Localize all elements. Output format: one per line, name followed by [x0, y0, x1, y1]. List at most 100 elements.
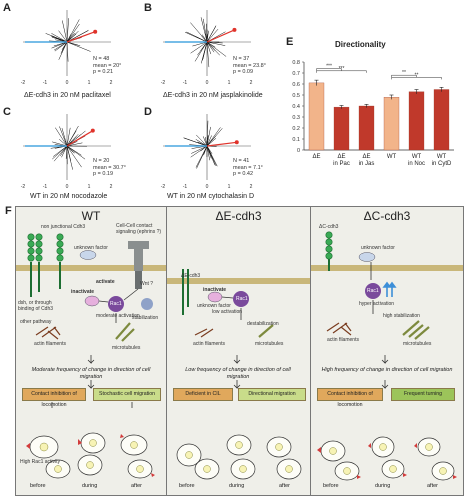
category-label: in Pac — [333, 161, 350, 167]
vector — [206, 126, 211, 147]
dc-time-before: before — [323, 483, 339, 489]
vector — [53, 145, 68, 157]
dc-hyper-label: hyper activation — [359, 301, 395, 307]
significance-label: ** — [415, 72, 419, 78]
significance-label: ** — [402, 70, 406, 76]
x-tick-label: 0 — [206, 80, 209, 86]
vector — [204, 136, 208, 147]
significance-bracket — [316, 70, 367, 73]
wt-time-after: after — [131, 483, 143, 489]
vector — [51, 36, 68, 43]
vector — [195, 145, 208, 168]
y-tick-label: 0.4 — [292, 104, 300, 110]
vector — [61, 145, 68, 158]
mean-vector — [206, 29, 235, 43]
category-label: WT — [437, 154, 447, 160]
vector — [58, 139, 68, 147]
vector — [66, 41, 81, 47]
category-label: ΔE — [337, 154, 345, 160]
x-tick-label: -1 — [183, 184, 188, 190]
mean-vector-head — [234, 140, 239, 145]
vector — [206, 120, 209, 147]
vector — [191, 145, 208, 154]
wt-unknown-label: unknown factor — [74, 245, 108, 251]
category-label: WT — [387, 154, 397, 160]
x-tick-label: -2 — [21, 80, 26, 86]
x-tick-label: 2 — [110, 184, 113, 190]
vector — [206, 41, 212, 55]
wt-micro-label: microtubules — [112, 345, 141, 351]
wt-time-during: during — [82, 483, 98, 489]
mean-vector-head — [90, 128, 95, 133]
category-label: WT — [412, 154, 422, 160]
y-tick-label: 0.6 — [292, 82, 300, 88]
mean-vector — [66, 130, 94, 147]
significance-label: *** — [339, 66, 345, 72]
wt-moderate-label: moderate activation — [96, 313, 140, 319]
rose-plot-b: -2 -1 0 1 2 — [161, 10, 253, 86]
panel-label-e: E — [286, 36, 294, 48]
vector — [62, 20, 68, 43]
caption-a: ΔE-cdh3 in 20 nM paclitaxel — [24, 92, 111, 99]
de-time-before: before — [179, 483, 195, 489]
vector — [66, 41, 91, 52]
vector — [66, 29, 89, 43]
vector — [66, 145, 82, 168]
vector — [53, 145, 68, 162]
dc-badge-turning: Frequent turning — [391, 388, 455, 401]
caption-b: ΔE-cdh3 in 20 nM jasplakinolide — [163, 92, 263, 99]
de-micro-label: microtubules — [255, 341, 284, 347]
wt-rac-activity-label: High Rac1 activity — [20, 459, 61, 465]
x-tick-label: -2 — [161, 80, 166, 86]
x-tick-label: -2 — [161, 184, 166, 190]
panel-label-c: C — [3, 106, 11, 118]
x-tick-label: 0 — [206, 184, 209, 190]
category-label: in Jas — [359, 161, 375, 167]
wt-actin-label: actin filaments — [34, 341, 66, 347]
vector — [66, 19, 80, 43]
significance-bracket — [316, 68, 342, 71]
x-tick-label: -1 — [43, 184, 48, 190]
wt-stabilization-label: stabilization — [132, 315, 159, 321]
de-destab-label: destabilization — [247, 321, 279, 327]
x-tick-label: -1 — [183, 80, 188, 86]
chart-title: Directionality — [335, 40, 386, 49]
vector — [66, 134, 79, 147]
y-tick-label: 0.3 — [292, 115, 300, 121]
x-tick-label: 2 — [250, 184, 253, 190]
vector — [206, 145, 216, 166]
x-tick-label: -2 — [21, 184, 26, 190]
x-tick-label: 1 — [88, 184, 91, 190]
dc-actin-label: actin filaments — [327, 337, 359, 343]
vector — [206, 23, 208, 43]
wt-inactivate-label: inactivate — [71, 289, 95, 295]
dc-badge-cil: Contact inhibition of locomotion — [317, 388, 383, 408]
caption-c: WT in 20 nM nocodazole — [30, 193, 108, 200]
wt-wnt-label: Wnt ? — [140, 281, 154, 287]
vector — [200, 41, 208, 51]
vector — [194, 41, 208, 62]
category-label: ΔE — [362, 154, 370, 160]
x-tick-label: 1 — [228, 80, 231, 86]
dc-panel: ΔC-cdh3 ΔC-cdh3 unknown factor Rac1 — [310, 206, 464, 496]
significance-bracket — [391, 74, 417, 78]
vector — [66, 145, 76, 154]
wt-other-label: other pathway — [20, 319, 52, 325]
vector — [51, 33, 68, 43]
dc-title: ΔC-cdh3 — [363, 209, 411, 223]
stats-c: N = 20 mean = 30.7° p = 0.19 — [93, 158, 126, 177]
vector — [66, 30, 79, 43]
vector — [58, 30, 68, 43]
vector — [66, 127, 71, 147]
mean-vector-head — [232, 27, 237, 32]
x-tick-label: -1 — [43, 80, 48, 86]
vector — [66, 142, 83, 147]
rose-plot-a: -2 -1 0 1 2 — [21, 10, 113, 86]
wt-badge-cil: Contact inhibition of locomotion — [22, 388, 86, 408]
panel-label-b: B — [144, 2, 152, 14]
vector — [60, 145, 68, 157]
wt-frequency-text: Moderate frequency of change in directio… — [31, 367, 151, 380]
vector — [66, 32, 75, 43]
mean-vector — [66, 31, 96, 43]
